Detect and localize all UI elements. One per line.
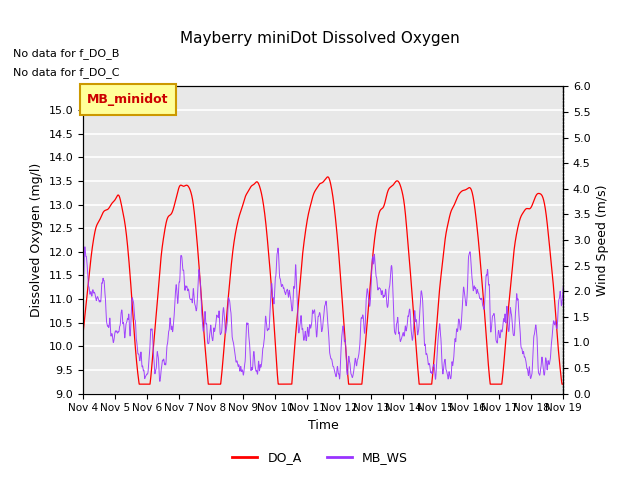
Y-axis label: Wind Speed (m/s): Wind Speed (m/s) <box>596 184 609 296</box>
Text: No data for f_DO_B: No data for f_DO_B <box>13 48 119 59</box>
Y-axis label: Dissolved Oxygen (mg/l): Dissolved Oxygen (mg/l) <box>30 163 43 317</box>
Legend: DO_A, MB_WS: DO_A, MB_WS <box>227 446 413 469</box>
X-axis label: Time: Time <box>308 419 339 432</box>
Text: MB_minidot: MB_minidot <box>87 93 169 107</box>
Text: Mayberry miniDot Dissolved Oxygen: Mayberry miniDot Dissolved Oxygen <box>180 31 460 46</box>
Text: No data for f_DO_C: No data for f_DO_C <box>13 67 119 78</box>
